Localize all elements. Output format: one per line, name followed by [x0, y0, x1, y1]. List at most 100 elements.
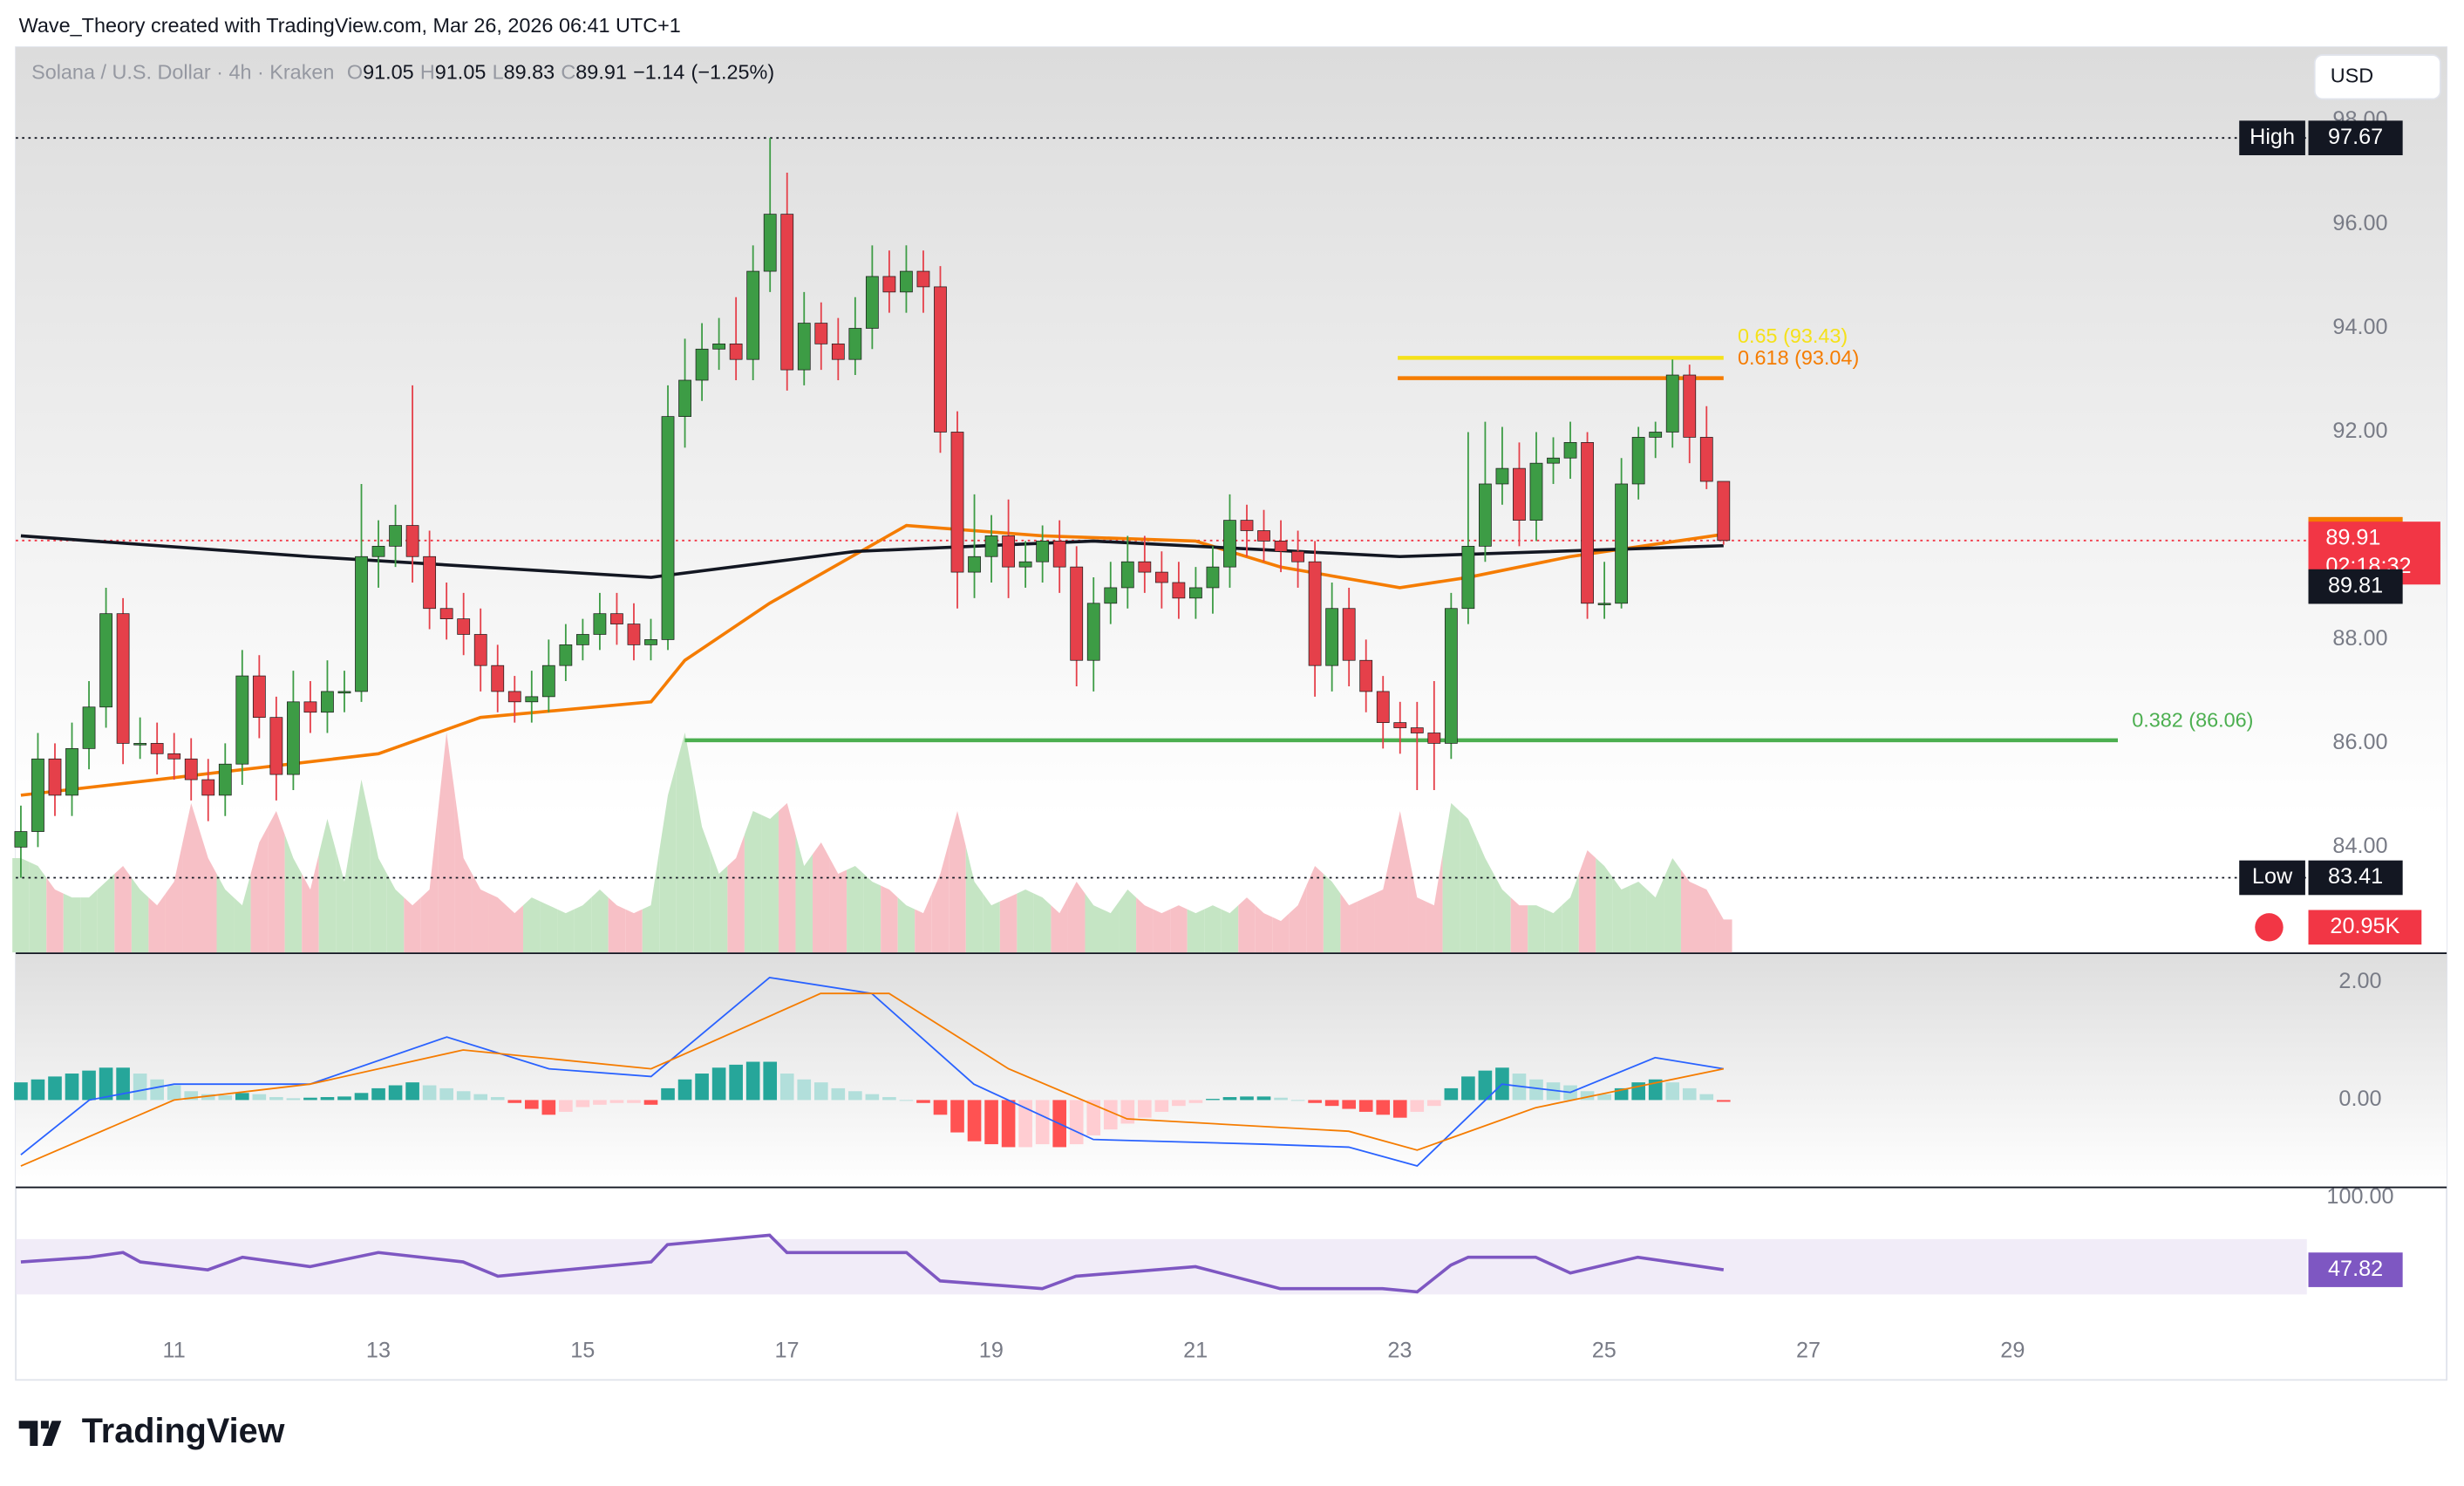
candle-body: [389, 525, 402, 547]
volume-area: [710, 850, 728, 953]
candle-body: [627, 624, 641, 645]
flag-icon: [2255, 913, 2284, 942]
x-tick-label: 25: [1592, 1339, 1617, 1363]
currency-button[interactable]: [2313, 54, 2441, 100]
macd-bar: [575, 1100, 590, 1108]
fib-label: 0.618 (93.04): [1738, 346, 1859, 369]
volume-area: [1289, 885, 1307, 953]
macd-bar: [1461, 1076, 1475, 1101]
volume-area: [1715, 904, 1732, 953]
macd-bar: [286, 1098, 301, 1101]
macd-bar: [967, 1100, 982, 1142]
candle-body: [1479, 483, 1492, 547]
extreme-value: 83.41: [2328, 864, 2383, 889]
volume-last: 20.95K: [2330, 914, 2399, 938]
macd-bar: [1478, 1070, 1493, 1101]
brand-logo: [18, 1421, 62, 1447]
candle-body: [337, 691, 351, 694]
candle-body: [1291, 550, 1304, 562]
brand: TradingView: [82, 1412, 285, 1450]
candle-body: [99, 613, 112, 708]
volume-area: [352, 779, 371, 953]
candle-body: [133, 743, 147, 746]
macd-bar: [627, 1100, 641, 1103]
x-tick-label: 13: [366, 1339, 391, 1363]
ohlc-value: 91.05: [363, 61, 414, 84]
candle-body: [405, 525, 419, 557]
candle-body: [1138, 561, 1152, 573]
candle-body: [661, 416, 675, 640]
volume-area: [931, 842, 950, 953]
volume-area: [744, 810, 762, 953]
volume-area: [1578, 850, 1596, 953]
volume-area: [881, 885, 898, 953]
volume-area: [454, 794, 473, 953]
macd-bar: [354, 1093, 369, 1101]
volume-area: [182, 802, 200, 953]
volume-area: [1612, 877, 1630, 953]
macd-bar: [661, 1087, 675, 1101]
volume-area: [148, 893, 166, 953]
volume-area: [1698, 885, 1716, 953]
currency[interactable]: USD: [2331, 64, 2373, 86]
candle-body: [1052, 541, 1066, 568]
macd-bar: [252, 1094, 267, 1101]
volume-area: [1067, 882, 1086, 953]
candle-body: [1070, 566, 1084, 661]
candle-body: [712, 343, 726, 350]
macd-bar: [133, 1074, 147, 1101]
volume-area: [1306, 866, 1324, 953]
volume-area: [12, 858, 30, 953]
volume-area: [1408, 854, 1426, 953]
volume-area: [847, 866, 864, 953]
fib-label: 0.382 (86.06): [2132, 708, 2253, 731]
candle-body: [780, 214, 794, 371]
volume-area: [659, 763, 677, 953]
volume-area: [999, 893, 1018, 953]
volume-area: [949, 810, 966, 953]
candle-body: [1036, 541, 1050, 562]
y-tick-label: 84.00: [2332, 834, 2387, 858]
candle-body: [1257, 530, 1270, 542]
macd-bar: [1699, 1094, 1714, 1101]
macd-bar: [541, 1100, 556, 1115]
volume-area: [1562, 874, 1579, 953]
volume-area: [1476, 838, 1494, 953]
macd-bar: [1172, 1100, 1186, 1107]
volume-area: [1119, 890, 1137, 953]
macd-bar: [1103, 1100, 1118, 1130]
macd-bar: [916, 1100, 930, 1103]
macd-bar: [1427, 1100, 1441, 1107]
extreme-tag: [2239, 860, 2305, 896]
x-tick-label: 11: [163, 1339, 186, 1363]
rsi-value: 47.82: [2328, 1257, 2383, 1281]
extreme-value-tag: [2308, 860, 2403, 896]
volume-area: [216, 874, 235, 953]
volume-area: [1153, 909, 1171, 953]
candle-body: [31, 758, 44, 832]
candle-body: [934, 286, 947, 433]
moving-average: [20, 523, 1725, 797]
volume-area: [693, 779, 711, 953]
volume-area: [268, 810, 285, 953]
macd-bar: [337, 1096, 351, 1101]
volume-area: [1510, 897, 1528, 953]
macd-bar: [1120, 1100, 1135, 1124]
y-tick-label: 100.00: [2326, 1184, 2393, 1209]
change: −1.14: [633, 61, 684, 84]
candle-body: [848, 328, 862, 360]
candle-body: [525, 696, 539, 703]
candle-body: [1240, 520, 1254, 531]
volume-area: [1204, 905, 1222, 953]
macd-bar: [150, 1079, 164, 1101]
volume-area: [131, 877, 149, 953]
volume-area: [1680, 869, 1698, 953]
macd-bar: [1035, 1100, 1050, 1145]
macd-bar: [405, 1082, 419, 1101]
macd-bar: [371, 1087, 385, 1101]
y-tick-label: 96.00: [2332, 211, 2387, 235]
volume-area: [676, 732, 694, 953]
volume-area: [97, 874, 115, 953]
candle-body: [1154, 571, 1168, 583]
